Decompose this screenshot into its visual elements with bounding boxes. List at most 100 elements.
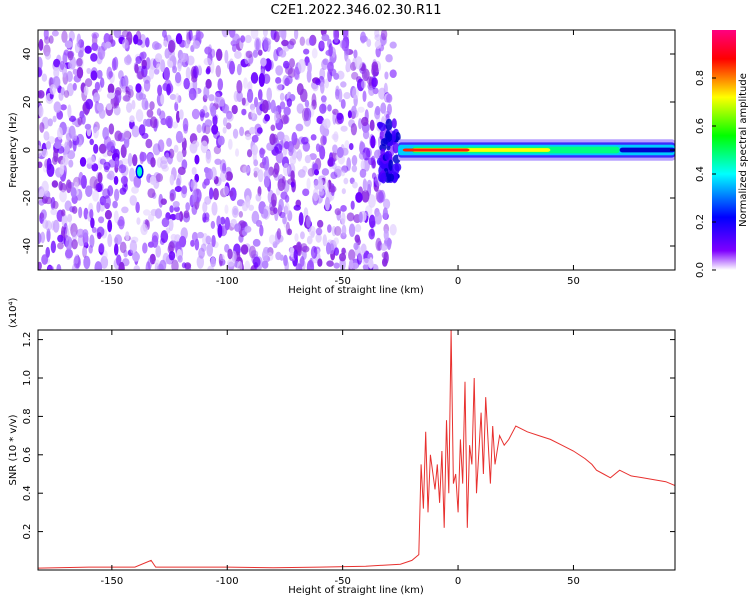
noise-blob	[246, 88, 254, 103]
noise-blob	[353, 49, 358, 59]
noise-blob	[42, 219, 49, 229]
noise-blob	[203, 166, 210, 174]
noise-blob	[314, 169, 320, 176]
noise-blob	[213, 130, 221, 140]
noise-blob	[119, 241, 127, 254]
noise-blob	[51, 180, 59, 188]
onset-blob	[380, 138, 388, 147]
noise-blob	[89, 234, 95, 248]
noise-blob	[76, 57, 83, 67]
noise-blob	[118, 261, 125, 270]
noise-blob	[366, 38, 372, 48]
noise-blob	[241, 108, 247, 116]
noise-blob	[225, 171, 233, 181]
noise-blob	[340, 205, 347, 212]
noise-blob	[93, 92, 100, 103]
noise-blob	[322, 134, 327, 146]
noise-blob	[319, 103, 327, 114]
noise-blob	[181, 262, 187, 269]
x-tick-label: -150	[101, 576, 124, 587]
noise-blob	[173, 144, 179, 153]
noise-blob	[106, 173, 112, 180]
noise-blob	[57, 242, 64, 250]
noise-blob	[83, 255, 91, 270]
noise-blob	[269, 206, 276, 216]
noise-blob	[56, 264, 62, 270]
noise-blob	[317, 219, 324, 228]
noise-blob	[196, 231, 204, 239]
noise-blob	[151, 41, 160, 51]
noise-blob	[183, 210, 190, 219]
y-tick-label: -40	[22, 238, 33, 254]
hotspot-inner	[137, 166, 143, 177]
noise-blob	[361, 68, 370, 82]
noise-blob	[104, 209, 112, 220]
noise-blob	[280, 114, 289, 125]
noise-blob	[204, 119, 213, 128]
noise-blob	[271, 199, 277, 208]
noise-blob	[362, 129, 370, 140]
noise-blob	[231, 104, 238, 115]
onset-blob	[384, 151, 390, 161]
noise-blob	[270, 99, 276, 114]
noise-blob	[202, 201, 208, 213]
noise-blob	[276, 228, 282, 240]
y-tick-label: 1.0	[22, 370, 33, 386]
noise-blob	[66, 70, 73, 83]
noise-blob	[329, 243, 335, 255]
noise-blob	[334, 208, 342, 216]
noise-blob	[304, 154, 312, 164]
noise-blob	[78, 50, 84, 58]
noise-blob	[92, 190, 99, 202]
noise-blob	[169, 192, 175, 202]
noise-blob	[190, 179, 198, 191]
noise-blob	[284, 202, 290, 215]
signal-band-tail	[619, 147, 675, 153]
noise-blob	[264, 113, 270, 122]
noise-blob	[293, 30, 299, 40]
noise-blob	[121, 158, 129, 165]
noise-blob	[173, 205, 180, 213]
noise-blob	[141, 97, 149, 111]
noise-blob	[303, 114, 311, 127]
noise-blob	[108, 123, 115, 135]
noise-blob	[114, 188, 120, 202]
noise-blob	[108, 71, 114, 78]
noise-blob	[299, 88, 308, 103]
onset-blob	[392, 142, 400, 154]
noise-blob	[131, 125, 140, 138]
noise-blob	[297, 148, 302, 162]
noise-blob	[244, 34, 252, 44]
noise-blob	[217, 78, 224, 91]
noise-blob	[322, 127, 330, 137]
noise-blob	[306, 235, 313, 245]
noise-blob	[136, 71, 145, 80]
noise-blob	[103, 32, 111, 45]
noise-blob	[352, 181, 358, 189]
noise-blob	[139, 151, 147, 162]
noise-blob	[149, 253, 156, 265]
noise-blob	[303, 48, 310, 55]
noise-blob	[275, 150, 284, 164]
onset-blob	[387, 173, 395, 182]
noise-blob	[246, 164, 251, 176]
noise-blob	[191, 166, 197, 176]
noise-blob	[58, 181, 63, 191]
x-tick-label: -50	[334, 576, 350, 587]
noise-blob	[221, 30, 230, 38]
noise-blob	[203, 85, 210, 99]
noise-blob	[203, 57, 212, 66]
noise-blob	[159, 259, 167, 270]
noise-blob	[277, 84, 285, 91]
noise-blob	[208, 94, 215, 102]
noise-blob	[166, 137, 172, 148]
noise-blob	[284, 77, 290, 87]
noise-blob	[205, 67, 211, 75]
noise-blob	[222, 185, 230, 196]
noise-blob	[272, 168, 279, 178]
noise-blob	[202, 212, 207, 223]
colorbar-tick-label: 0.6	[695, 118, 706, 134]
noise-blob	[262, 73, 271, 85]
noise-blob	[294, 233, 299, 242]
noise-blob	[143, 79, 151, 92]
